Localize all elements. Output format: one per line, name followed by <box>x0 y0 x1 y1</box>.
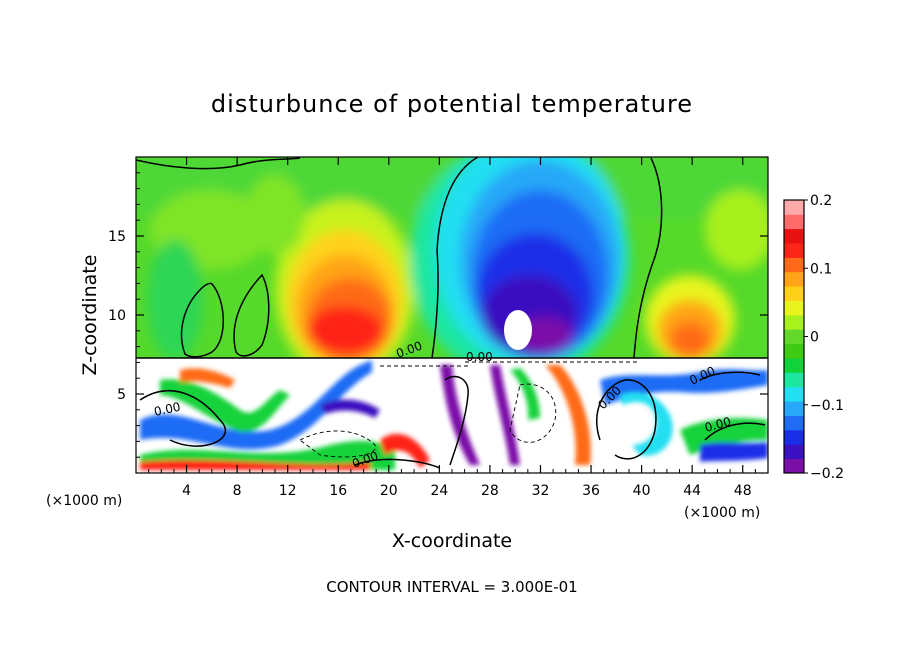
colorbar-tick-label: 0.2 <box>810 193 832 209</box>
y-axis-label: Z-coordinate <box>79 255 101 376</box>
colorbar-swatch <box>784 458 804 474</box>
boundary-layer-field <box>140 360 768 470</box>
x-tick-label: 48 <box>734 483 752 499</box>
x-tick-label: 24 <box>430 483 448 499</box>
z-axis-unit: (×1000 m) <box>684 505 760 521</box>
contour-lines <box>136 157 766 469</box>
colorbar: 0.2 0.1 0 −0.1 −0.2 <box>783 193 844 482</box>
x-tick-label: 20 <box>380 483 398 499</box>
y-tick-label: 5 <box>117 387 126 403</box>
x-axis-label: X-coordinate <box>392 530 512 552</box>
x-tick-label: 16 <box>329 483 347 499</box>
x-tick-label: 40 <box>633 483 651 499</box>
colorbar-swatch <box>784 243 804 258</box>
colorbar-swatch <box>784 358 804 373</box>
colorbar-swatch <box>784 401 804 416</box>
x-axis: 4 8 12 16 20 24 28 32 36 40 44 48 <box>148 157 756 499</box>
colorbar-swatch <box>784 228 804 244</box>
negative-contours <box>299 361 640 458</box>
colorbar-swatch <box>784 286 804 301</box>
colorbar-swatch <box>784 271 804 287</box>
y-tick-label: 10 <box>108 308 126 324</box>
x-tick-label: 12 <box>279 483 297 499</box>
colorbar-tick-label: 0.1 <box>810 261 832 277</box>
plot-area <box>136 157 768 473</box>
colorbar-swatch <box>784 214 804 230</box>
colorbar-swatch <box>784 429 804 445</box>
x-tick-label: 36 <box>582 483 600 499</box>
x-tick-label: 28 <box>481 483 499 499</box>
colorbar-tick-label: 0 <box>810 330 819 346</box>
colorbar-swatch <box>784 444 804 460</box>
y-tick-label: 15 <box>108 229 126 245</box>
contour-label: 0.00 <box>703 414 732 434</box>
upper-layer-field <box>136 157 768 380</box>
x-axis-unit: (×1000 m) <box>46 493 122 509</box>
white-patch <box>504 310 532 350</box>
colorbar-swatch <box>784 386 804 402</box>
colorbar-swatch <box>784 314 804 330</box>
x-tick-label: 4 <box>182 483 191 499</box>
x-tick-label: 44 <box>683 483 701 499</box>
colorbar-swatch <box>784 372 804 388</box>
colorbar-tick-label: −0.2 <box>810 466 844 482</box>
x-tick-label: 32 <box>532 483 550 499</box>
colorbar-swatch <box>784 300 804 316</box>
colorbar-tick-label: −0.1 <box>810 398 844 414</box>
contour-interval-note: CONTOUR INTERVAL = 3.000E-01 <box>326 578 577 596</box>
colorbar-swatch <box>784 415 804 431</box>
chart-title: disturbunce of potential temperature <box>211 90 693 118</box>
contour-label: 0.00 <box>466 350 493 364</box>
x-tick-label: 8 <box>233 483 242 499</box>
contour-label: 0.00 <box>153 400 182 419</box>
y-axis: 5 10 15 <box>108 172 768 458</box>
colorbar-swatch <box>784 257 804 273</box>
colorbar-swatch <box>784 200 804 215</box>
colorbar-swatch <box>784 343 804 359</box>
colorbar-swatch <box>784 329 804 345</box>
